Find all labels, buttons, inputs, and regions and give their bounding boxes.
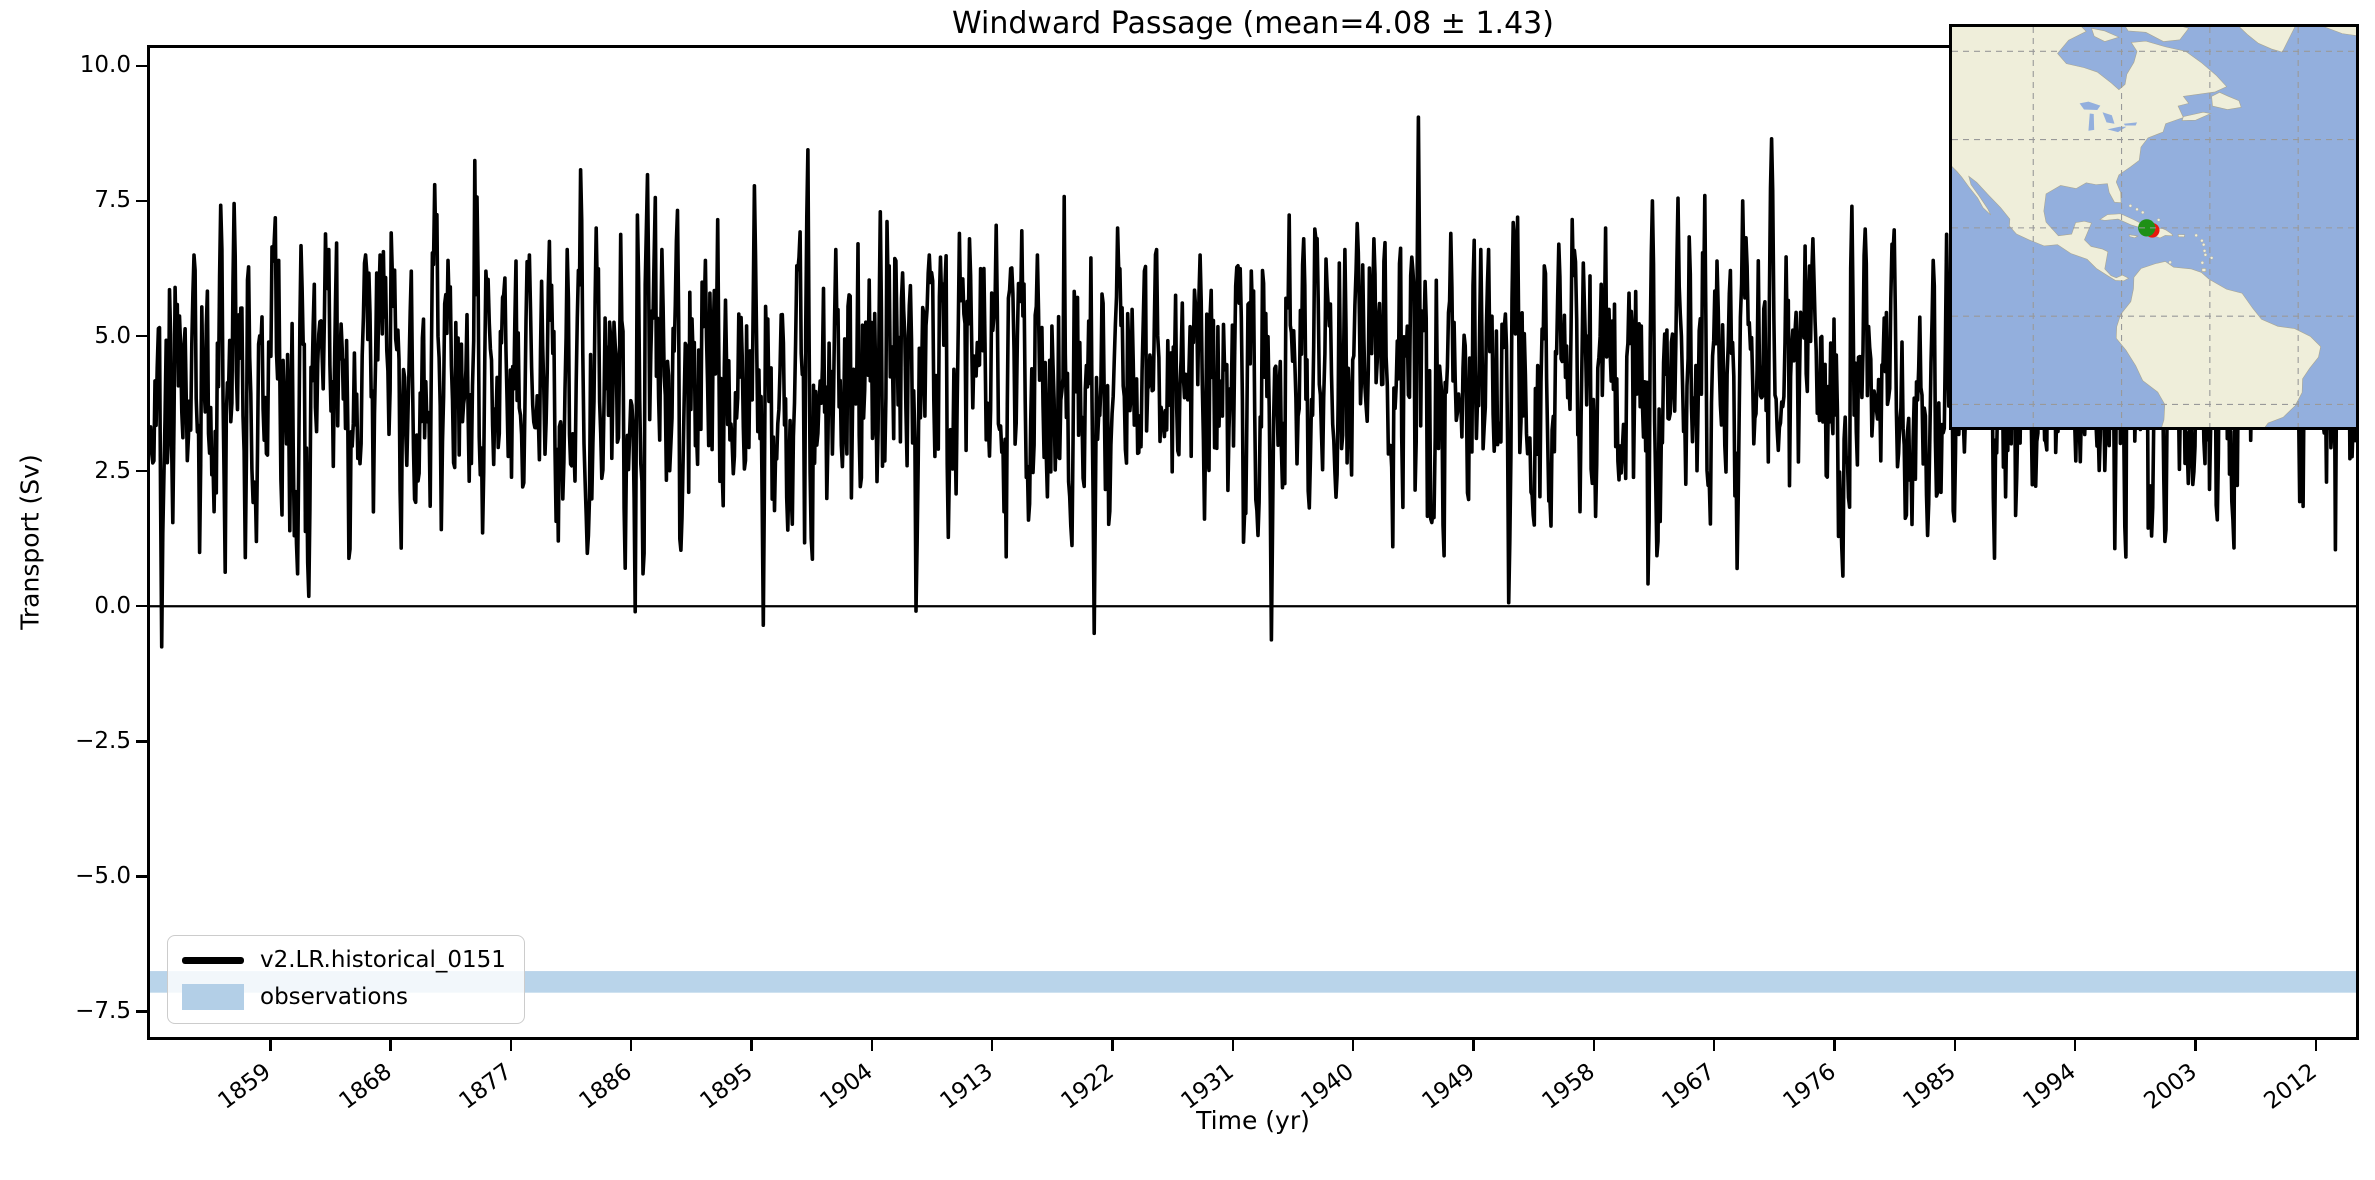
inset-map — [1949, 24, 2359, 430]
x-tick-mark — [2194, 1040, 2197, 1051]
x-tick-mark — [1352, 1040, 1355, 1051]
y-tick-mark — [136, 199, 147, 203]
x-tick-mark — [2314, 1040, 2318, 1051]
x-tick-mark — [2074, 1040, 2077, 1051]
x-tick-mark — [269, 1040, 272, 1051]
y-tick-mark — [136, 334, 147, 338]
x-tick-mark — [630, 1040, 633, 1051]
map-gridlines — [1952, 27, 2356, 427]
x-tick-mark — [1833, 1040, 1836, 1051]
y-tick-label: 10.0 — [79, 52, 131, 79]
x-tick-mark — [870, 1040, 874, 1051]
map-marker-green — [2138, 219, 2156, 237]
x-tick-mark — [991, 1040, 994, 1051]
map-canvas — [1952, 27, 2356, 427]
y-tick-mark — [136, 875, 147, 878]
chart-title: Windward Passage (mean=4.08 ± 1.43) — [952, 6, 1554, 41]
legend: v2.LR.historical_0151 observations — [167, 935, 525, 1024]
observations-band — [150, 971, 2356, 993]
legend-label-model: v2.LR.historical_0151 — [260, 947, 506, 973]
x-tick-mark — [1111, 1040, 1114, 1051]
legend-item-model: v2.LR.historical_0151 — [182, 946, 506, 974]
map-small-islands — [2129, 204, 2213, 264]
x-tick-mark — [1713, 1040, 1716, 1051]
y-tick-label: 5.0 — [94, 322, 131, 349]
y-tick-mark — [136, 605, 147, 608]
legend-patch-swatch — [182, 984, 244, 1010]
x-tick-mark — [509, 1040, 513, 1051]
x-axis-label: Time (yr) — [1196, 1106, 1310, 1135]
y-tick-mark — [136, 469, 147, 473]
legend-line-swatch — [182, 956, 244, 964]
y-tick-mark — [136, 1010, 147, 1013]
x-tick-mark — [389, 1040, 392, 1051]
y-tick-label: −7.5 — [75, 998, 131, 1025]
y-tick-label: 2.5 — [94, 457, 131, 484]
y-tick-mark — [136, 64, 147, 68]
x-tick-mark — [1592, 1040, 1596, 1051]
y-tick-label: −5.0 — [75, 862, 131, 889]
x-tick-mark — [1472, 1040, 1475, 1051]
legend-item-observations: observations — [182, 983, 506, 1011]
y-tick-label: 0.0 — [94, 592, 131, 619]
x-tick-mark — [750, 1040, 753, 1051]
legend-label-observations: observations — [260, 984, 409, 1010]
y-tick-label: −2.5 — [75, 727, 131, 754]
y-tick-mark — [136, 740, 147, 743]
map-land — [1952, 27, 2356, 427]
map-lakes — [2079, 101, 2138, 133]
y-tick-label: 7.5 — [94, 187, 131, 214]
x-tick-mark — [1231, 1040, 1235, 1051]
x-tick-mark — [1953, 1040, 1957, 1051]
